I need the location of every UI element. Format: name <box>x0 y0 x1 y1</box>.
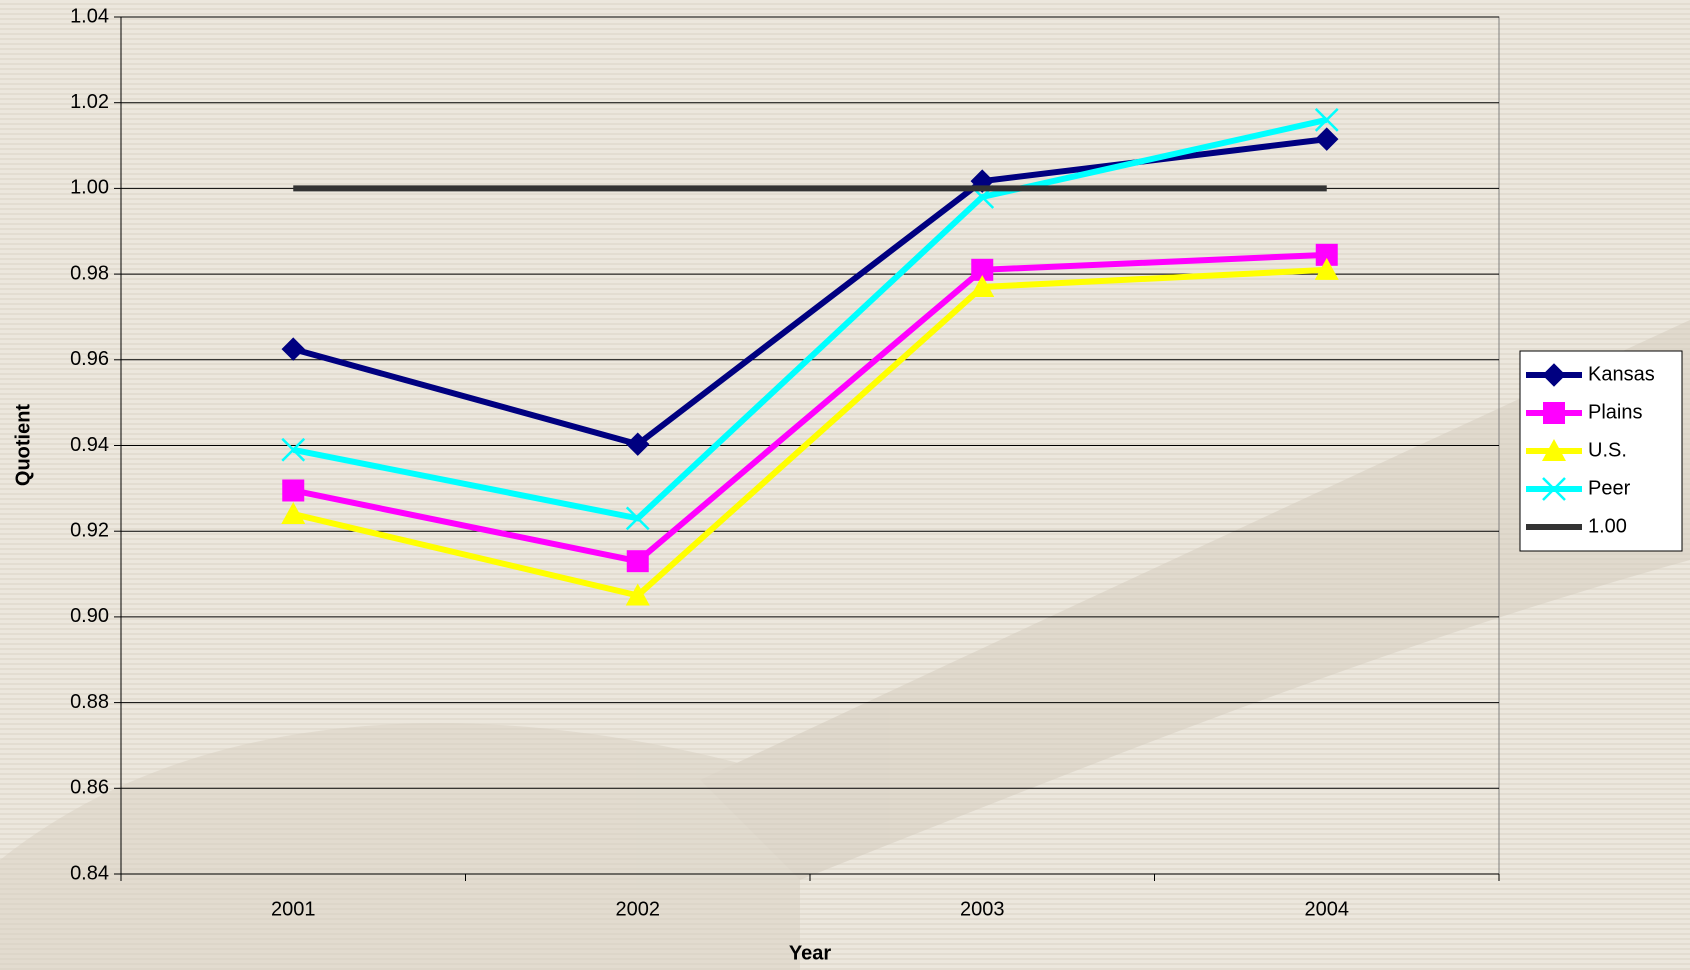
series-line <box>293 120 1327 519</box>
y-tick-label: 0.88 <box>70 691 109 713</box>
x-axis-title: Year <box>789 942 831 964</box>
legend-label: 1.00 <box>1588 515 1627 537</box>
x-tick-label: 2002 <box>616 898 661 920</box>
y-axis-title: Quotient <box>12 404 34 487</box>
legend: Kansas Plains U.S. Peer 1.00 <box>1520 351 1682 551</box>
y-tick-label: 1.00 <box>70 177 109 199</box>
legend-label: Plains <box>1588 401 1642 423</box>
series-line <box>293 139 1327 444</box>
y-tick-label: 0.92 <box>70 519 109 541</box>
page: Year Quotient 0.84 0.86 0.88 0.90 0.92 0.94 0.… <box>0 0 1690 970</box>
marker <box>1316 128 1338 150</box>
y-tick-label: 0.98 <box>70 262 109 284</box>
y-tick-label: 0.96 <box>70 348 109 370</box>
series <box>282 128 1338 455</box>
series-line <box>293 255 1327 561</box>
y-tick-label: 0.94 <box>70 434 109 456</box>
y-tick-label: 0.84 <box>70 862 109 884</box>
decor-shape <box>0 723 800 970</box>
legend-label: Kansas <box>1588 363 1655 385</box>
y-tick-label: 0.90 <box>70 605 109 627</box>
series <box>282 244 1338 572</box>
y-tick-label: 1.04 <box>70 5 109 27</box>
marker <box>627 550 649 572</box>
chart: Year Quotient 0.84 0.86 0.88 0.90 0.92 0.94 0.… <box>0 0 1690 970</box>
marker <box>282 338 304 360</box>
x-tick-label: 2003 <box>960 898 1005 920</box>
x-tick-label: 2004 <box>1305 898 1350 920</box>
background-decoration <box>0 320 1690 970</box>
y-tick-label: 1.02 <box>70 91 109 113</box>
y-tick-label: 0.86 <box>70 777 109 799</box>
marker <box>1543 402 1565 424</box>
marker <box>282 479 304 501</box>
legend-label: U.S. <box>1588 439 1627 461</box>
series <box>282 109 1338 530</box>
legend-label: Peer <box>1588 477 1631 499</box>
x-tick-label: 2001 <box>271 898 316 920</box>
series-line <box>293 270 1327 596</box>
